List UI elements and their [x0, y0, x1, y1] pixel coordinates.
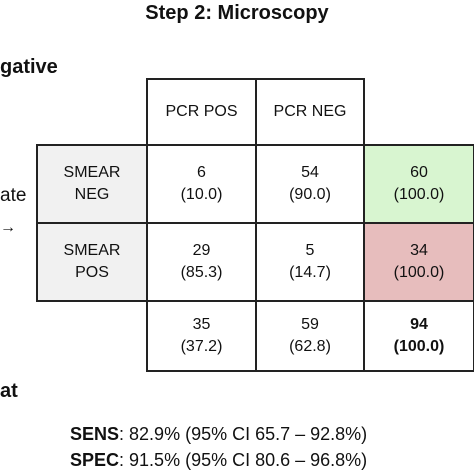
cell-smear-pos-pcr-neg: 5 (14.7)	[255, 222, 365, 302]
cell-count: 5	[305, 242, 315, 259]
row-header-smear-pos: SMEAR POS	[36, 222, 148, 302]
spec-label: SPEC	[70, 450, 120, 470]
cell-percent: (85.3)	[180, 264, 223, 281]
cell-percent: (100.0)	[393, 264, 445, 281]
cell-percent: (10.0)	[180, 186, 223, 203]
cell-smear-neg-pcr-neg: 54 (90.0)	[255, 144, 365, 224]
cell-count: 35	[192, 316, 211, 333]
negative-section-label: gative	[0, 56, 58, 78]
specificity-line: SPEC: 91.5% (95% CI 80.6 – 96.8%)	[70, 448, 367, 472]
row-header-smear-neg: SMEAR NEG	[36, 144, 148, 224]
right-arrow-icon: →	[0, 219, 16, 236]
header-pcr-neg: PCR NEG	[255, 78, 365, 146]
row-label-line1: SMEAR	[63, 164, 121, 181]
cell-percent: (90.0)	[289, 186, 331, 203]
cell-percent: (37.2)	[180, 338, 223, 355]
cell-smear-pos-pcr-pos: 29 (85.3)	[146, 222, 257, 302]
cell-percent: (62.8)	[289, 338, 331, 355]
header-pcr-pos-label: PCR POS	[165, 103, 238, 120]
cell-count: 29	[192, 242, 211, 259]
cell-smear-neg-pcr-pos: 6 (10.0)	[146, 144, 257, 224]
sens-value: : 82.9% (95% CI 65.7 – 92.8%)	[119, 424, 368, 444]
cell-count: 6	[197, 164, 206, 181]
header-pcr-pos: PCR POS	[146, 78, 257, 146]
row-label-line2: NEG	[74, 186, 110, 203]
cell-count: 60	[410, 164, 428, 181]
spec-value: : 91.5% (95% CI 80.6 – 96.8%)	[119, 450, 368, 470]
cell-percent: (100.0)	[393, 338, 445, 355]
row-total-smear-pos: 34 (100.0)	[363, 222, 474, 302]
row-total-smear-neg: 60 (100.0)	[363, 144, 474, 224]
row-label-line1: SMEAR	[63, 242, 121, 259]
grand-total: 94 (100.0)	[363, 300, 474, 372]
sens-label: SENS	[70, 424, 120, 444]
row-label-line2: POS	[75, 264, 109, 281]
col-total-pcr-pos: 35 (37.2)	[146, 300, 257, 372]
cell-count: 59	[301, 316, 319, 333]
side-label: ate	[0, 185, 27, 206]
bottom-section-label: at	[0, 380, 18, 402]
cell-count: 54	[301, 164, 319, 181]
header-pcr-neg-label: PCR NEG	[273, 103, 347, 120]
sensitivity-line: SENS: 82.9% (95% CI 65.7 – 92.8%)	[70, 422, 367, 446]
col-total-pcr-neg: 59 (62.8)	[255, 300, 365, 372]
cell-percent: (100.0)	[393, 186, 445, 203]
cell-count: 34	[410, 242, 428, 259]
cell-count: 94	[410, 316, 428, 333]
cell-percent: (14.7)	[289, 264, 331, 281]
step-title: Step 2: Microscopy	[145, 2, 329, 24]
